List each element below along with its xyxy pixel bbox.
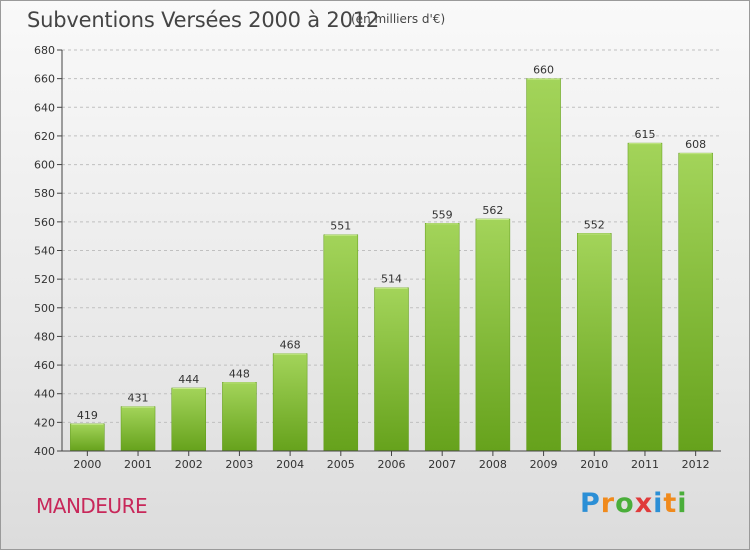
bar-2008 [475, 218, 511, 452]
x-tick-label-2001: 2001 [124, 458, 152, 471]
logo-letter: i [677, 488, 688, 519]
bar-2011 [627, 142, 663, 452]
value-label-2000: 419 [77, 409, 98, 422]
x-tick-label-2002: 2002 [175, 458, 203, 471]
city-name: MANDEURE [36, 494, 148, 518]
y-tick-label: 420 [34, 416, 55, 429]
logo-letter: i [653, 488, 664, 519]
logo-letter: x [634, 488, 654, 519]
value-label-2007: 559 [432, 208, 453, 221]
proxiti-logo: Proxiti [580, 488, 688, 519]
y-tick-label: 460 [34, 359, 55, 372]
chart-subtitle: (en milliers d'€) [351, 12, 446, 26]
logo-letter: r [600, 488, 616, 519]
value-label-2001: 431 [128, 392, 149, 405]
bar-2003 [222, 382, 257, 452]
value-label-2002: 444 [178, 373, 199, 386]
bar-2000 [70, 423, 105, 452]
x-tick-label-2010: 2010 [580, 458, 608, 471]
bar-2006 [374, 287, 409, 452]
value-label-2010: 552 [584, 218, 605, 231]
value-label-2009: 660 [533, 64, 554, 77]
x-tick-label-2005: 2005 [327, 458, 355, 471]
x-tick-label-2004: 2004 [276, 458, 304, 471]
y-tick-label: 680 [34, 44, 55, 57]
bar-2010 [577, 233, 612, 452]
bar-2007 [424, 223, 460, 452]
x-tick-label-2003: 2003 [225, 458, 253, 471]
x-tick-label-2008: 2008 [479, 458, 507, 471]
x-tick-label-2006: 2006 [378, 458, 406, 471]
y-tick-label: 560 [34, 216, 55, 229]
x-tick-label-2007: 2007 [428, 458, 456, 471]
bar-2005 [323, 234, 359, 452]
x-tick-label-2009: 2009 [530, 458, 558, 471]
value-label-2004: 468 [280, 339, 301, 352]
x-tick-label-2012: 2012 [682, 458, 710, 471]
x-tick-label-2011: 2011 [631, 458, 659, 471]
chart-title: Subventions Versées 2000 à 2012 [27, 8, 380, 32]
logo-letter: o [615, 488, 635, 519]
logo-letter: P [580, 488, 601, 519]
bar-2002 [171, 387, 206, 452]
y-tick-label: 500 [34, 302, 55, 315]
value-label-2011: 615 [634, 128, 655, 141]
value-label-2012: 608 [685, 138, 706, 151]
bar-2001 [120, 406, 156, 452]
y-tick-label: 480 [34, 330, 55, 343]
value-label-2005: 551 [330, 220, 351, 233]
y-tick-label: 660 [34, 73, 55, 86]
bar-2012 [678, 152, 713, 452]
labels: 400 420 440 460 480 500 520 540 560 580 600 620 640 6… [34, 44, 710, 471]
y-tick-label: 640 [34, 101, 55, 114]
logo-letter: t [663, 488, 678, 519]
value-label-2006: 514 [381, 273, 402, 286]
bar-2004 [272, 353, 308, 452]
y-tick-label: 520 [34, 273, 55, 286]
y-tick-label: 600 [34, 159, 55, 172]
bars [70, 78, 713, 452]
value-label-2003: 448 [229, 367, 250, 380]
y-tick-label: 400 [34, 445, 55, 458]
axes [57, 49, 721, 456]
value-label-2008: 562 [482, 204, 503, 217]
bar-2009 [526, 78, 561, 452]
y-tick-label: 440 [34, 388, 55, 401]
y-tick-label: 620 [34, 130, 55, 143]
y-tick-label: 540 [34, 245, 55, 258]
y-tick-label: 580 [34, 187, 55, 200]
x-tick-label-2000: 2000 [73, 458, 101, 471]
